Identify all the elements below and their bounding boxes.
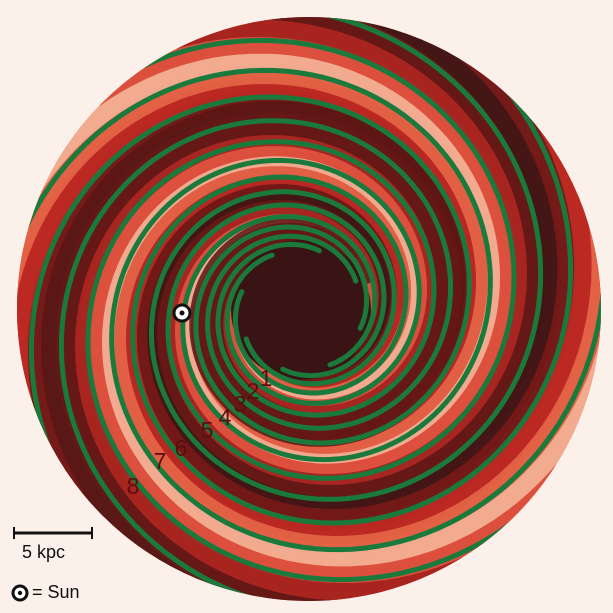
sun-dot [180,311,185,316]
legend-dot [18,591,22,595]
arm-label: 3 [234,391,247,417]
arm-label: 2 [247,378,260,404]
arm-label: 1 [260,365,273,391]
legend-label: = Sun [32,582,80,602]
arm-label: 7 [154,448,167,474]
arm-label: 4 [219,404,232,430]
arm-label: 6 [175,435,188,461]
arm-label: 8 [127,473,140,499]
center [231,240,371,380]
scale-label: 5 kpc [22,542,65,562]
galaxy-figure: 12345678 5 kpc = Sun [0,0,613,613]
page: 12345678 5 kpc = Sun (() => { const data… [0,0,613,613]
arm-label: 5 [201,417,214,443]
sun-marker [174,305,190,321]
